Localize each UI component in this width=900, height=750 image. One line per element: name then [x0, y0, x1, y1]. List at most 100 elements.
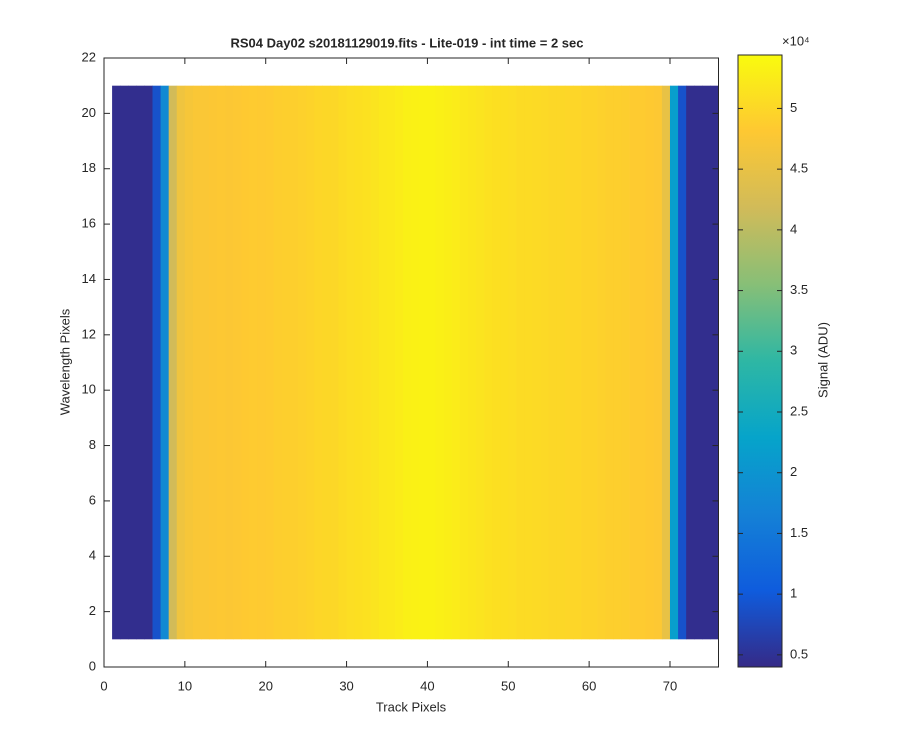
heatmap-cell: [281, 85, 291, 640]
x-axis-label: Track Pixels: [376, 699, 447, 714]
heatmap-cell: [540, 85, 550, 640]
heatmap-cell: [710, 85, 719, 640]
heatmap-cell: [378, 85, 388, 640]
heatmap-cell: [645, 85, 655, 640]
heatmap-cell: [653, 85, 663, 640]
heatmap-cell: [273, 85, 283, 640]
x-tick-label: 30: [339, 678, 353, 693]
y-tick-label: 14: [82, 271, 96, 286]
heatmap-cell: [201, 85, 210, 640]
heatmap-cell: [459, 85, 469, 640]
heatmap-cell: [702, 85, 711, 640]
heatmap-cell: [669, 85, 679, 640]
heatmap-cell: [637, 85, 647, 640]
heatmap-cell: [322, 85, 331, 640]
y-tick-label: 12: [82, 326, 96, 341]
x-tick-label: 40: [420, 678, 434, 693]
colorbar-tick-label: 3.5: [790, 282, 808, 297]
colorbar-exponent: ×10⁴: [782, 33, 810, 48]
heatmap-cell: [427, 85, 436, 640]
colorbar-tick-label: 4: [790, 221, 797, 236]
x-tick-label: 20: [258, 678, 272, 693]
chart-title: RS04 Day02 s20181129019.fits - Lite-019 …: [230, 35, 583, 50]
heatmap-cell: [209, 85, 218, 640]
heatmap-cell: [168, 85, 178, 640]
heatmap-cell: [548, 85, 558, 640]
heatmap-cell: [225, 85, 234, 640]
x-tick-label: 10: [178, 678, 192, 693]
heatmap-cell: [386, 85, 396, 640]
heatmap-cell: [500, 85, 509, 640]
y-tick-label: 10: [82, 382, 96, 397]
heatmap-cell: [265, 85, 275, 640]
heatmap-cell: [508, 85, 517, 640]
heatmap-cell: [184, 85, 194, 640]
y-tick-label: 4: [89, 548, 96, 563]
heatmap-cell: [136, 85, 145, 640]
colorbar-tick-label: 2.5: [790, 403, 808, 418]
colorbar-tick-label: 1.5: [790, 525, 808, 540]
heatmap-cell: [298, 85, 307, 640]
heatmap-cell: [597, 85, 606, 640]
heatmap-cell: [589, 85, 598, 640]
heatmap-cell: [451, 85, 461, 640]
colorbar-tick-label: 0.5: [790, 646, 808, 661]
heatmap-cell: [330, 85, 339, 640]
heatmap-cell: [492, 85, 501, 640]
y-axis-label: Wavelength Pixels: [57, 308, 72, 415]
colorbar-tick-label: 5: [790, 100, 797, 115]
heatmap-cell: [411, 85, 420, 640]
y-tick-label: 2: [89, 603, 96, 618]
heatmap-cell: [120, 85, 129, 640]
y-tick-label: 0: [89, 658, 96, 673]
heatmap-cell: [524, 85, 533, 640]
heatmap-cell: [678, 85, 687, 640]
y-tick-label: 6: [89, 492, 96, 507]
y-tick-label: 18: [82, 160, 96, 175]
heatmap-cell: [314, 85, 323, 640]
heatmap-cell: [581, 85, 590, 640]
colorbar-tick-label: 1: [790, 586, 797, 601]
heatmap-cell: [629, 85, 639, 640]
heatmap-cell: [484, 85, 493, 640]
heatmap-cell: [556, 85, 566, 640]
colorbar: [737, 54, 783, 668]
y-tick-label: 8: [89, 437, 96, 452]
colorbar-label: Signal (ADU): [815, 322, 830, 398]
y-tick-label: 20: [82, 105, 96, 120]
heatmap-cell: [572, 85, 582, 640]
axes-box: [103, 57, 719, 668]
heatmap-cell: [403, 85, 412, 640]
x-tick-label: 50: [501, 678, 515, 693]
heatmap-cell: [241, 85, 250, 640]
heatmap-cell: [613, 85, 622, 640]
heatmap-cell: [176, 85, 186, 640]
heatmap-cell: [516, 85, 525, 640]
heatmap-cell: [249, 85, 259, 640]
heatmap-cell: [112, 85, 121, 640]
x-tick-label: 70: [663, 678, 677, 693]
colorbar-tick-label: 2: [790, 464, 797, 479]
heatmap-cell: [289, 85, 299, 640]
heatmap-cell: [419, 85, 428, 640]
heatmap-cell: [467, 85, 477, 640]
heatmap-cell: [532, 85, 542, 640]
heatmap-cell: [257, 85, 267, 640]
heatmap-cell: [661, 85, 671, 640]
heatmap-cell: [217, 85, 226, 640]
y-tick-label: 16: [82, 216, 96, 231]
heatmap-cell: [475, 85, 485, 640]
heatmap-cell: [605, 85, 614, 640]
heatmap-cell: [338, 85, 347, 640]
heatmap-cell: [144, 85, 153, 640]
heatmap-cell: [443, 85, 453, 640]
heatmap-cell: [346, 85, 356, 640]
heatmap-cell: [354, 85, 364, 640]
heatmap-cell: [370, 85, 380, 640]
heatmap-cell: [395, 85, 404, 640]
heatmap-cell: [621, 85, 630, 640]
colorbar-tick-label: 4.5: [790, 161, 808, 176]
heatmap-cell: [435, 85, 444, 640]
heatmap-cell: [233, 85, 242, 640]
